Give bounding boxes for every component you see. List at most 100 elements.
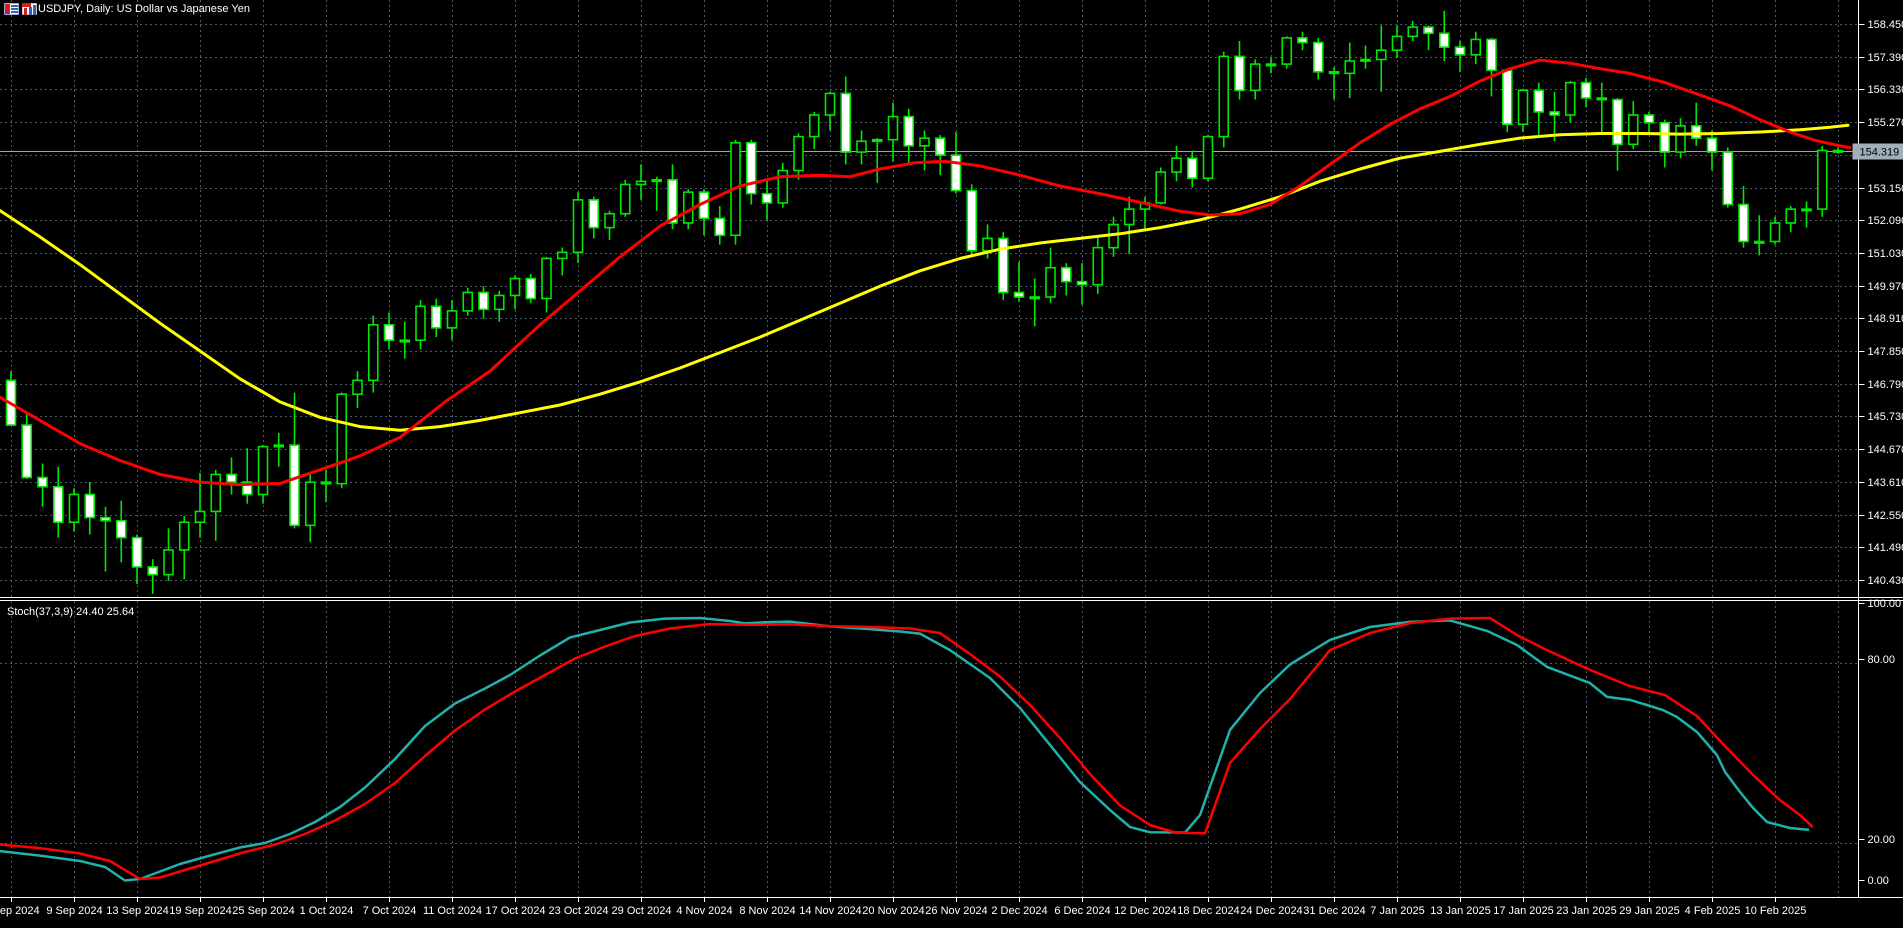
price-axis-label: 156.330 (1868, 84, 1903, 96)
time-axis-label: 19 Sep 2024 (169, 905, 231, 917)
candle-body (463, 292, 472, 311)
candle-body (369, 325, 378, 381)
candle-body (180, 522, 189, 550)
candle-body (1204, 137, 1213, 179)
candle-body (589, 200, 598, 228)
price-axis-label: 151.030 (1868, 248, 1903, 260)
candle-body (841, 93, 850, 152)
candle-body (1093, 248, 1102, 285)
time-axis-label: 1 Oct 2024 (300, 905, 354, 917)
time-axis-label: 7 Jan 2025 (1370, 905, 1424, 917)
candle-body (920, 138, 929, 146)
candle-body (652, 180, 661, 182)
candle-body (1377, 50, 1386, 59)
candle-body (432, 306, 441, 328)
candle-body (1613, 100, 1622, 145)
candle-body (1172, 158, 1181, 172)
stoch-axis-label: 0.00 (1868, 875, 1889, 887)
candle-body (605, 214, 614, 228)
candle-body (1834, 150, 1843, 152)
candle-body (810, 115, 819, 137)
candle-body (1188, 158, 1197, 178)
candle-body (416, 306, 425, 340)
price-axis-label: 155.270 (1868, 117, 1903, 129)
time-axis-label: 10 Feb 2025 (1745, 905, 1807, 917)
time-axis-label: 17 Oct 2024 (486, 905, 546, 917)
candle-body (747, 143, 756, 194)
candle-body (999, 238, 1008, 292)
price-axis-label: 141.490 (1868, 542, 1903, 554)
time-axis-label: 14 Nov 2024 (799, 905, 861, 917)
candle-body (1345, 61, 1354, 73)
price-axis-label: 146.790 (1868, 379, 1903, 391)
price-axis-label: 143.610 (1868, 477, 1903, 489)
current-price-value: 154.319 (1860, 147, 1900, 159)
time-axis-label: 23 Oct 2024 (549, 905, 609, 917)
candle-body (448, 311, 457, 328)
candle-body (1456, 47, 1465, 55)
indicator-label: Stoch(37,3,9) 24.40 25.64 (7, 606, 134, 619)
candle-body (1393, 36, 1402, 50)
stoch-axis-label: 20.00 (1868, 834, 1896, 846)
price-axis-label: 157.390 (1868, 52, 1903, 64)
candle-body (1219, 56, 1228, 136)
candle-body (715, 218, 724, 235)
time-axis-label: 25 Sep 2024 (232, 905, 294, 917)
candle-body (495, 295, 504, 309)
candle-body (306, 482, 315, 525)
time-axis-label: 31 Dec 2024 (1303, 905, 1365, 917)
candle-body (1330, 72, 1339, 74)
time-axis-label: 26 Nov 2024 (925, 905, 987, 917)
candle-body (1755, 241, 1764, 243)
candle-body (936, 138, 945, 155)
candle-body (133, 538, 142, 567)
candle-body (1030, 297, 1039, 299)
time-axis-label: 24 Dec 2024 (1240, 905, 1302, 917)
candle-body (400, 340, 409, 342)
candle-body (763, 194, 772, 203)
candle-body (511, 279, 520, 296)
candle-body (1440, 33, 1449, 47)
chart-title: USDJPY, Daily: US Dollar vs Japanese Yen (38, 3, 250, 16)
candle-body (274, 445, 283, 447)
candle-body (967, 191, 976, 251)
price-axis-label: 149.970 (1868, 281, 1903, 293)
candle-body (983, 238, 992, 250)
candle-body (826, 93, 835, 115)
candle-body (101, 518, 110, 521)
time-axis-label: 12 Dec 2024 (1114, 905, 1176, 917)
symbol-list-icon[interactable] (4, 2, 19, 14)
candle-body (1660, 123, 1669, 152)
time-axis-label: 13 Sep 2024 (106, 905, 168, 917)
time-axis-label: 8 Nov 2024 (739, 905, 795, 917)
bar-chart-icon[interactable] (22, 2, 37, 14)
candle-body (1078, 282, 1087, 285)
candle-body (1015, 292, 1024, 297)
time-axis-label: 29 Jan 2025 (1619, 905, 1680, 917)
candle-body (1550, 112, 1559, 115)
time-axis-label: 4 Feb 2025 (1685, 905, 1741, 917)
candle-body (526, 279, 535, 299)
candle-body (1282, 38, 1291, 64)
candle-body (54, 487, 63, 522)
candle-body (196, 511, 205, 522)
candle-body (904, 117, 913, 146)
candle-body (558, 252, 567, 258)
candle-body (1235, 56, 1244, 90)
candle-body (479, 292, 488, 309)
candle-body (1645, 115, 1654, 123)
candle-body (1676, 126, 1685, 152)
price-axis-label: 158.450 (1868, 19, 1903, 31)
candle-body (1708, 138, 1717, 152)
candle-body (1597, 98, 1606, 100)
candle-body (117, 521, 126, 538)
price-axis-label: 152.090 (1868, 215, 1903, 227)
candle-body (1582, 83, 1591, 98)
time-axis-label: 3 Sep 2024 (0, 905, 40, 917)
time-axis-label: 17 Jan 2025 (1493, 905, 1554, 917)
time-axis-label: 18 Dec 2024 (1177, 905, 1239, 917)
candle-body (637, 181, 646, 184)
candle-body (1534, 90, 1543, 112)
